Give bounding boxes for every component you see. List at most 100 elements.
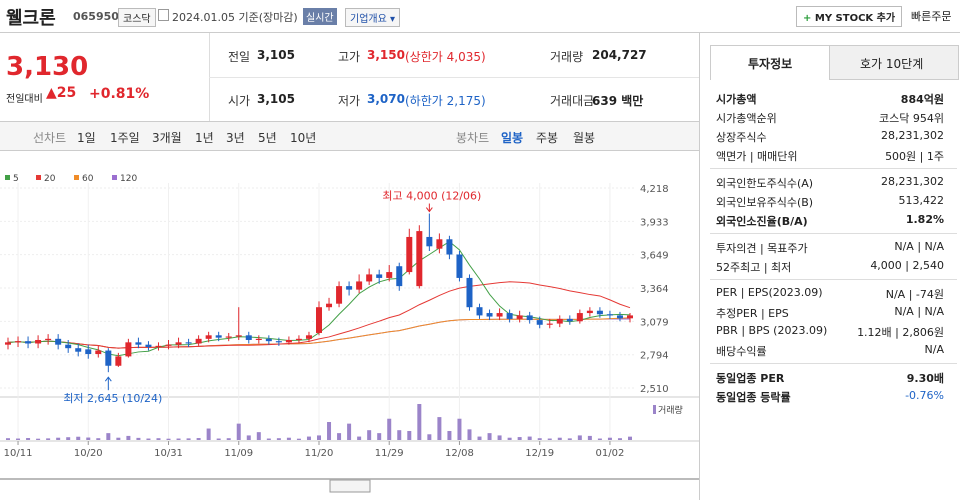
panel-divider bbox=[699, 33, 700, 500]
legend-swatch bbox=[36, 175, 41, 180]
volume-bar bbox=[337, 433, 342, 440]
candle-body bbox=[205, 335, 212, 339]
info-row: 외국인한도주식수(A) 28,231,302 bbox=[716, 175, 944, 193]
volume-bar bbox=[377, 433, 382, 440]
change-value: 25 bbox=[56, 85, 77, 101]
volume-bar bbox=[166, 438, 171, 440]
summary-value: 639 백만 bbox=[592, 94, 644, 108]
date: 2024.01.05 기준(장마감) bbox=[172, 11, 298, 24]
candle-body bbox=[546, 323, 553, 325]
ma-line bbox=[7, 281, 631, 349]
info-row: 액면가 | 매매단위 500원 | 1주 bbox=[716, 148, 944, 166]
info-tab[interactable]: 호가 10단계 bbox=[860, 57, 924, 71]
volume-bar bbox=[628, 436, 632, 440]
period-tab[interactable]: 3개월 bbox=[152, 131, 182, 145]
scroll-handle[interactable] bbox=[329, 479, 371, 493]
volume-bar bbox=[607, 437, 612, 440]
info-tab[interactable]: 투자정보 bbox=[748, 57, 793, 71]
realtime-badge: 실시간 bbox=[303, 8, 337, 25]
candle-body bbox=[235, 335, 242, 337]
candle-body bbox=[426, 236, 433, 247]
candle-body bbox=[386, 272, 393, 278]
period-tab[interactable]: 3년 bbox=[226, 131, 245, 145]
info-label: 동일업종 등락률 bbox=[716, 391, 791, 404]
period-tab[interactable]: 1년 bbox=[195, 131, 214, 145]
summary-extra: (하한가 2,175) bbox=[405, 94, 486, 108]
volume-bar bbox=[427, 434, 432, 440]
x-tick-label: 10/11 bbox=[4, 448, 33, 459]
info-label: 배당수익률 bbox=[716, 345, 767, 358]
quick-order[interactable]: 빠른주문 bbox=[911, 10, 952, 23]
candle-tab: 봉차트 bbox=[456, 131, 490, 145]
candle-body bbox=[616, 315, 623, 319]
candle-body bbox=[336, 286, 343, 304]
period-bar bbox=[0, 121, 699, 151]
volume-bar bbox=[587, 435, 592, 440]
volume-bar bbox=[547, 438, 552, 440]
period-tab: 선차트 bbox=[33, 131, 67, 145]
info-label: 투자의견 | 목표주가 bbox=[716, 242, 808, 255]
info-value: N/A | -74원 bbox=[885, 288, 944, 301]
volume-bar bbox=[567, 438, 572, 440]
mystock-button[interactable]: + MY STOCK 추가 bbox=[796, 6, 903, 27]
candle-tab[interactable]: 일봉 bbox=[501, 131, 524, 145]
candle-body bbox=[65, 344, 72, 349]
info-label: 외국인소진율(B/A) bbox=[716, 215, 808, 228]
info-value: -0.76% bbox=[905, 389, 944, 402]
stock-code: 065950 bbox=[73, 10, 119, 23]
overview-text: 기업개요 bbox=[350, 14, 387, 25]
period-tab[interactable]: 10년 bbox=[290, 131, 317, 145]
y-tick-label: 2,794 bbox=[640, 351, 669, 362]
candle-body bbox=[105, 350, 112, 366]
legend-swatch bbox=[74, 175, 79, 180]
volume-bar bbox=[96, 438, 101, 440]
candle-body bbox=[305, 335, 312, 339]
y-tick-label: 2,510 bbox=[640, 384, 669, 395]
x-tick-label: 01/02 bbox=[596, 448, 625, 459]
info-row: 상장주식수 28,231,302 bbox=[716, 129, 944, 147]
overview-button[interactable]: 기업개요 ▾ bbox=[345, 8, 401, 27]
volume-bar bbox=[6, 438, 10, 440]
volume-bar bbox=[146, 438, 151, 440]
volume-bar bbox=[577, 435, 582, 440]
summary-label: 거래대금 bbox=[550, 94, 595, 108]
y-tick-label: 3,933 bbox=[640, 217, 669, 228]
info-label: 동일업종 PER bbox=[716, 372, 785, 385]
info-value: N/A | N/A bbox=[894, 240, 944, 253]
candle-body bbox=[456, 254, 463, 278]
period-tab[interactable]: 1일 bbox=[77, 131, 96, 145]
period-tab[interactable]: 1주일 bbox=[110, 131, 140, 145]
volume-bar bbox=[497, 435, 502, 440]
volume-bar bbox=[36, 438, 41, 440]
candle-body bbox=[406, 236, 413, 273]
volume-bar bbox=[286, 437, 291, 440]
group-divider bbox=[710, 363, 957, 364]
annotation: 최고 4,000 (12/06) bbox=[382, 190, 481, 203]
legend-swatch bbox=[5, 175, 10, 180]
candle-body bbox=[486, 313, 493, 317]
volume-bar bbox=[467, 429, 472, 440]
legend-label: 20 bbox=[44, 174, 56, 184]
info-row: PBR | BPS (2023.09) 1.12배 | 2,806원 bbox=[716, 324, 944, 342]
info-row: 시가총액순위 코스닥 954위 bbox=[716, 110, 944, 128]
summary-value: 3,070 bbox=[367, 92, 405, 106]
info-value: 9.30배 bbox=[906, 372, 944, 385]
annotation-arrowhead bbox=[104, 376, 112, 382]
period-tab[interactable]: 5년 bbox=[258, 131, 277, 145]
volume-bar bbox=[176, 438, 181, 440]
volume-bar bbox=[357, 436, 362, 440]
candle-body bbox=[95, 350, 102, 355]
candle-body bbox=[556, 318, 563, 324]
info-value: 513,422 bbox=[898, 194, 945, 207]
info-label: PBR | BPS (2023.09) bbox=[716, 324, 828, 337]
candle-body bbox=[55, 338, 62, 345]
volume-bar bbox=[417, 404, 422, 440]
candle-body bbox=[25, 341, 32, 344]
candle-tab[interactable]: 주봉 bbox=[536, 131, 559, 145]
volume-bar bbox=[266, 438, 271, 440]
candle-body bbox=[496, 313, 503, 317]
volume-bar bbox=[296, 438, 301, 440]
volume-bar bbox=[527, 436, 532, 440]
candle-tab[interactable]: 월봉 bbox=[573, 131, 596, 145]
info-value: 1.12배 | 2,806원 bbox=[857, 326, 944, 339]
